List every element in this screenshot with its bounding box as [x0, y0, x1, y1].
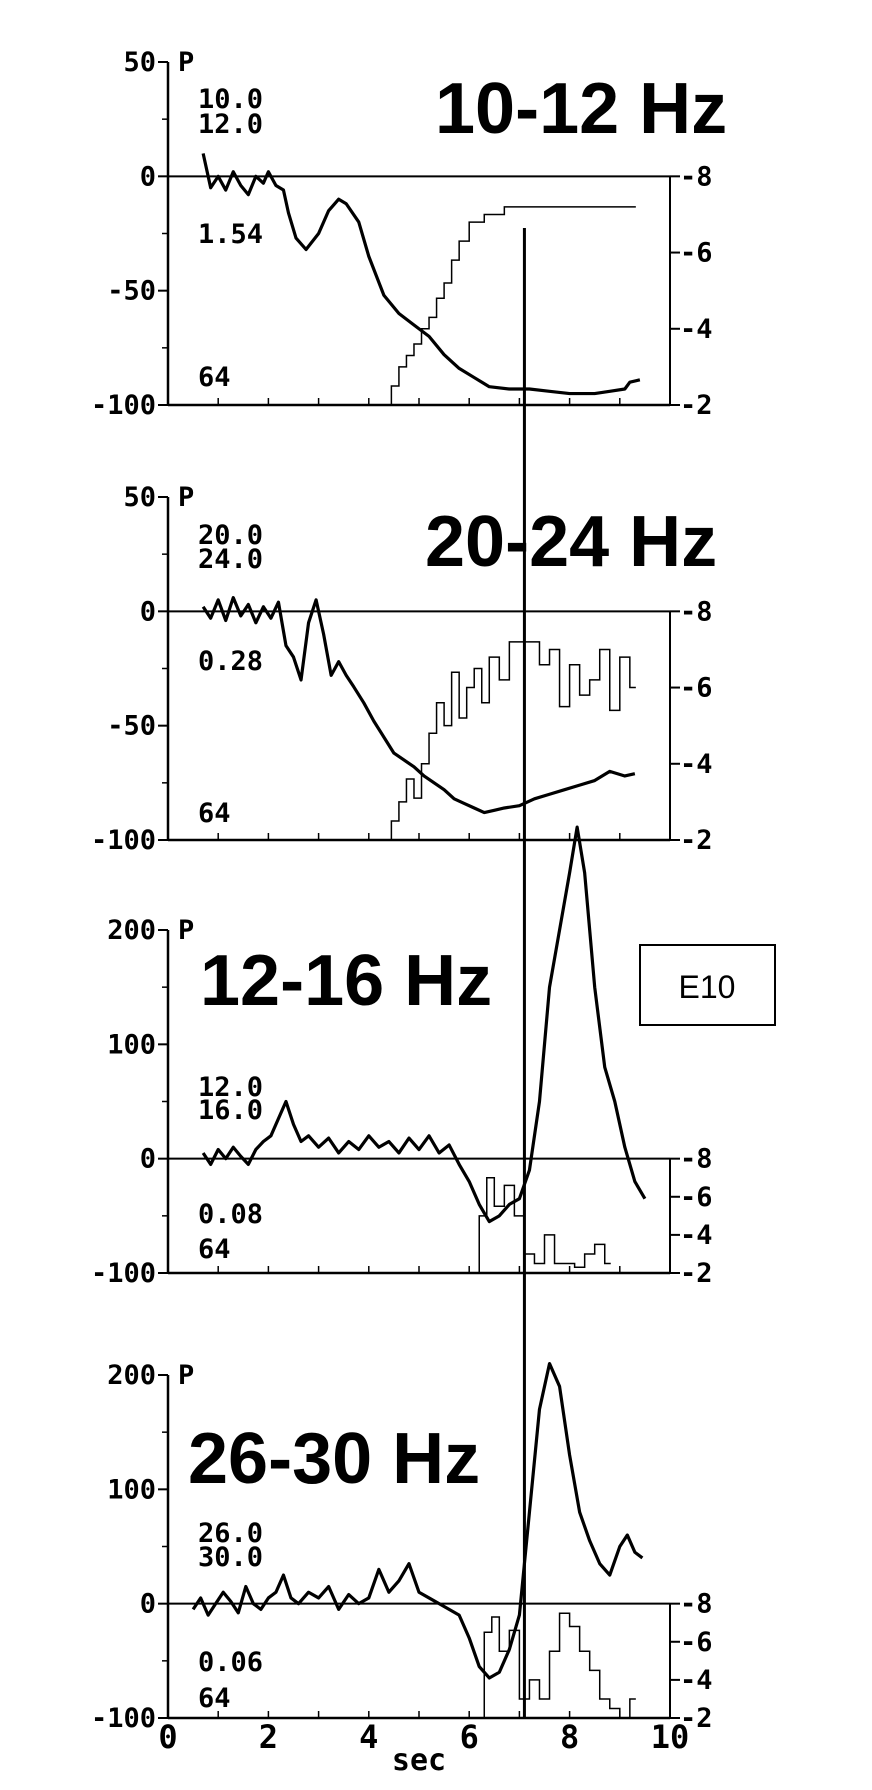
freq-high-label: 12.0 — [198, 109, 263, 140]
panel-title: 12-16 Hz — [200, 941, 492, 1021]
right-tick-label: -8 — [680, 161, 713, 192]
count-step-line — [483, 1612, 636, 1719]
corner-label: P — [178, 482, 194, 513]
phase-line — [201, 825, 647, 1224]
x-tick-label: 6 — [460, 1718, 479, 1756]
y-tick-label: -100 — [91, 1258, 156, 1289]
freq-low-label: 10.0 — [198, 84, 263, 115]
right-tick-label: -4 — [680, 1220, 713, 1251]
y-tick-label: 0 — [140, 1144, 156, 1175]
phase-line — [191, 1361, 644, 1680]
freq-low-label: 12.0 — [198, 1072, 263, 1103]
right-tick-label: -8 — [680, 596, 713, 627]
value-label: 0.28 — [198, 646, 263, 677]
e10-label: E10 — [679, 969, 736, 1005]
y-tick-label: -100 — [91, 825, 156, 856]
right-tick-label: -4 — [680, 1665, 713, 1696]
right-tick-label: -6 — [680, 673, 713, 704]
right-tick-label: -4 — [680, 314, 713, 345]
phase-line — [201, 596, 636, 815]
right-tick-label: -2 — [680, 1703, 713, 1734]
y-tick-label: 0 — [140, 596, 156, 627]
x-axis-title: sec — [392, 1743, 446, 1778]
y-tick-label: 50 — [123, 47, 156, 78]
freq-high-label: 24.0 — [198, 544, 263, 575]
y-tick-label: -100 — [91, 1703, 156, 1734]
value-label: 0.08 — [198, 1199, 263, 1230]
y-tick-label: 200 — [107, 915, 156, 946]
x-tick-label: 0 — [158, 1718, 177, 1756]
count-label: 64 — [198, 798, 231, 829]
x-tick-label: 8 — [560, 1718, 579, 1756]
phase-line — [201, 153, 641, 396]
right-tick-label: -6 — [680, 1182, 713, 1213]
value-label: 0.06 — [198, 1647, 263, 1678]
right-tick-label: -2 — [680, 390, 713, 421]
value-label: 1.54 — [198, 219, 263, 250]
count-step-line — [478, 1176, 611, 1273]
x-tick-label: 10 — [651, 1718, 690, 1756]
panel-title: 10-12 Hz — [435, 69, 727, 149]
count-step-line — [390, 641, 636, 840]
count-label: 64 — [198, 362, 231, 393]
freq-low-label: 20.0 — [198, 520, 263, 551]
right-tick-label: -4 — [680, 749, 713, 780]
count-step-line — [390, 206, 636, 405]
e10-box — [639, 944, 776, 1026]
x-tick-label: 2 — [259, 1718, 278, 1756]
x-tick-label: 4 — [359, 1718, 378, 1756]
panel-title: 20-24 Hz — [425, 502, 717, 582]
y-tick-label: -100 — [91, 390, 156, 421]
y-tick-label: 50 — [123, 482, 156, 513]
right-tick-label: -2 — [680, 825, 713, 856]
right-tick-label: -6 — [680, 238, 713, 269]
panel-title: 26-30 Hz — [188, 1419, 480, 1499]
right-tick-label: -6 — [680, 1627, 713, 1658]
right-tick-label: -8 — [680, 1144, 713, 1175]
corner-label: P — [178, 915, 194, 946]
y-tick-label: -50 — [107, 276, 156, 307]
freq-low-label: 26.0 — [198, 1518, 263, 1549]
count-label: 64 — [198, 1234, 231, 1265]
freq-high-label: 30.0 — [198, 1542, 263, 1573]
count-label: 64 — [198, 1683, 231, 1714]
freq-high-label: 16.0 — [198, 1095, 263, 1126]
y-tick-label: 0 — [140, 1589, 156, 1620]
y-tick-label: 100 — [107, 1474, 156, 1505]
corner-label: P — [178, 1360, 194, 1391]
right-tick-label: -8 — [680, 1589, 713, 1620]
y-tick-label: 100 — [107, 1029, 156, 1060]
y-tick-label: 0 — [140, 161, 156, 192]
right-tick-label: -2 — [680, 1258, 713, 1289]
corner-label: P — [178, 47, 194, 78]
y-tick-label: -50 — [107, 711, 156, 742]
y-tick-label: 200 — [107, 1360, 156, 1391]
